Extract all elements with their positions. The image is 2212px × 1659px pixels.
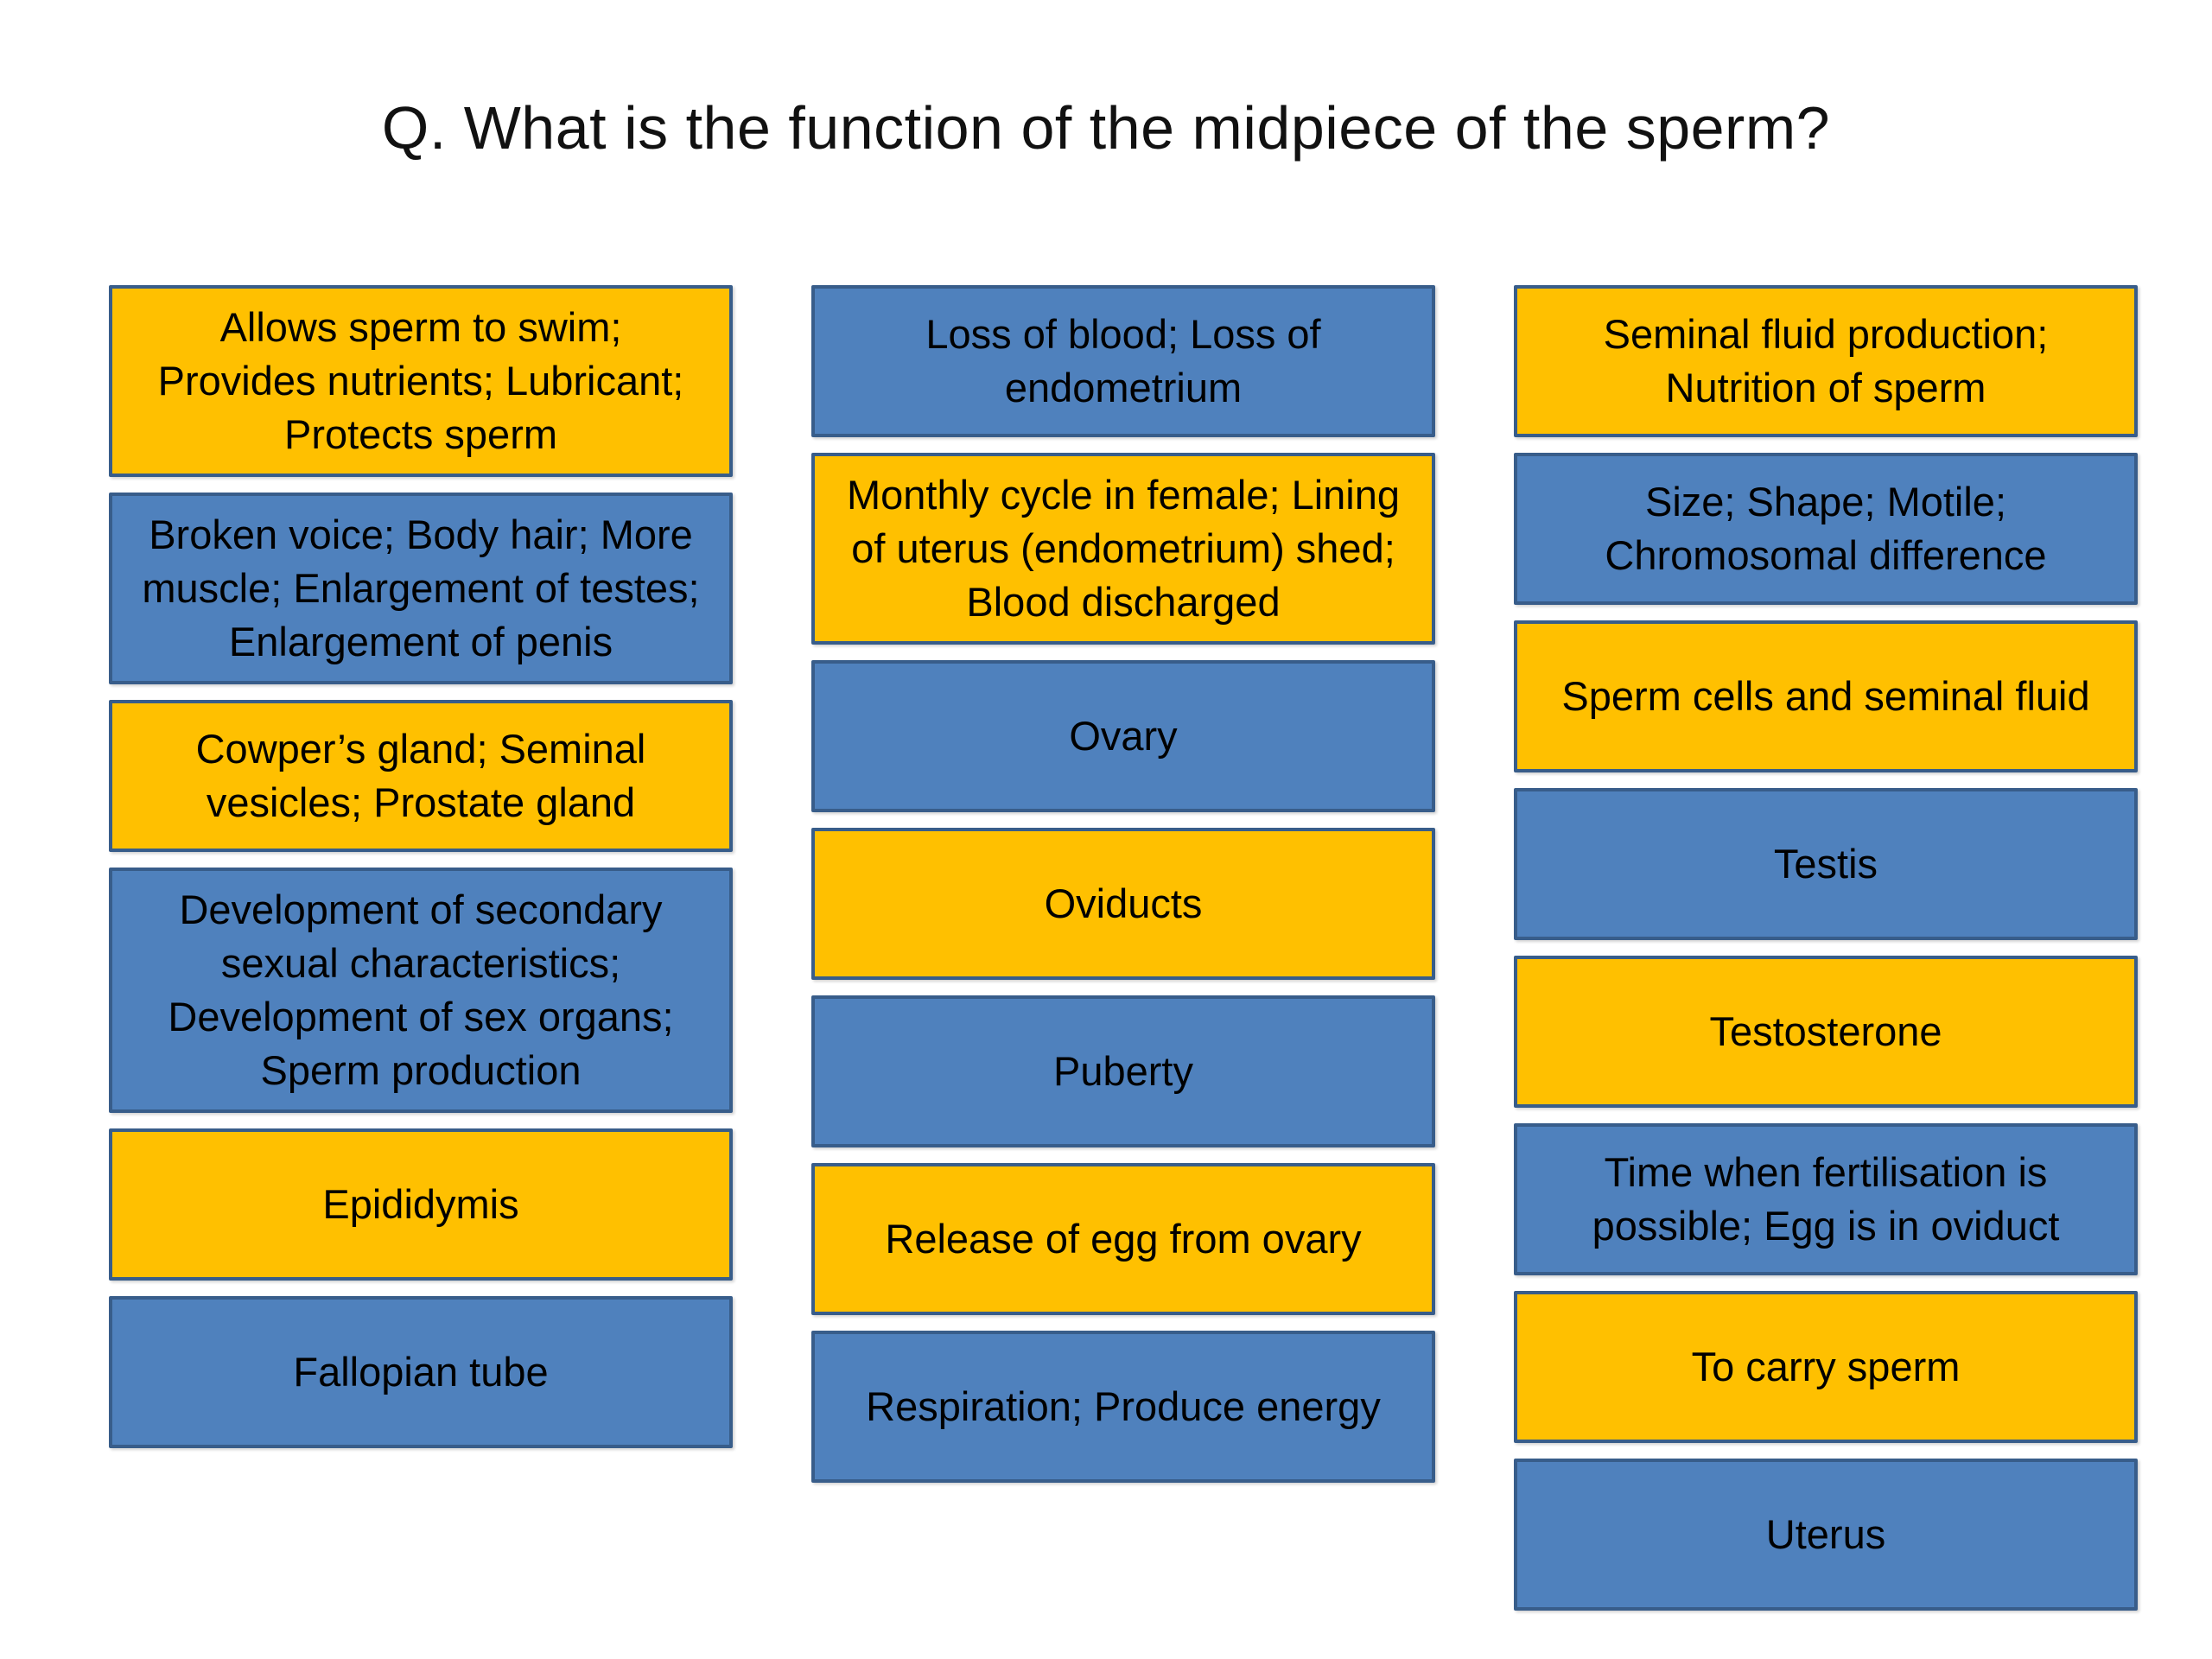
answer-box: Monthly cycle in female; Lining of uteru… bbox=[811, 453, 1435, 645]
answer-box: Release of egg from ovary bbox=[811, 1163, 1435, 1316]
answer-box: Respiration; Produce energy bbox=[811, 1331, 1435, 1484]
answer-box: Fallopian tube bbox=[109, 1296, 733, 1449]
answer-box: Broken voice; Body hair; More muscle; En… bbox=[109, 493, 733, 685]
answer-box: Loss of blood; Loss of endometrium bbox=[811, 285, 1435, 437]
slide-title: Q. What is the function of the midpiece … bbox=[381, 94, 1831, 162]
answer-box: Cowper’s gland; Seminal vesicles; Prosta… bbox=[109, 700, 733, 853]
answer-box: Oviducts bbox=[811, 828, 1435, 981]
answer-box: Ovary bbox=[811, 660, 1435, 813]
answer-column-left: Allows sperm to swim; Provides nutrients… bbox=[109, 285, 733, 1611]
answer-box: Testosterone bbox=[1514, 956, 2138, 1108]
answer-box: Uterus bbox=[1514, 1459, 2138, 1611]
answer-box: Puberty bbox=[811, 995, 1435, 1148]
answer-box: Time when fertilisation is possible; Egg… bbox=[1514, 1123, 2138, 1275]
answer-box: Sperm cells and seminal fluid bbox=[1514, 620, 2138, 772]
answer-box: Testis bbox=[1514, 788, 2138, 940]
answer-column-middle: Loss of blood; Loss of endometrium Month… bbox=[811, 285, 1435, 1611]
answer-box: Allows sperm to swim; Provides nutrients… bbox=[109, 285, 733, 478]
answer-box: Development of secondary sexual characte… bbox=[109, 868, 733, 1114]
answer-box: Seminal fluid production; Nutrition of s… bbox=[1514, 285, 2138, 437]
answer-box: To carry sperm bbox=[1514, 1291, 2138, 1443]
answer-box: Size; Shape; Motile; Chromosomal differe… bbox=[1514, 453, 2138, 605]
answer-columns: Allows sperm to swim; Provides nutrients… bbox=[109, 285, 2138, 1611]
answer-box: Epididymis bbox=[109, 1128, 733, 1281]
answer-column-right: Seminal fluid production; Nutrition of s… bbox=[1514, 285, 2138, 1611]
